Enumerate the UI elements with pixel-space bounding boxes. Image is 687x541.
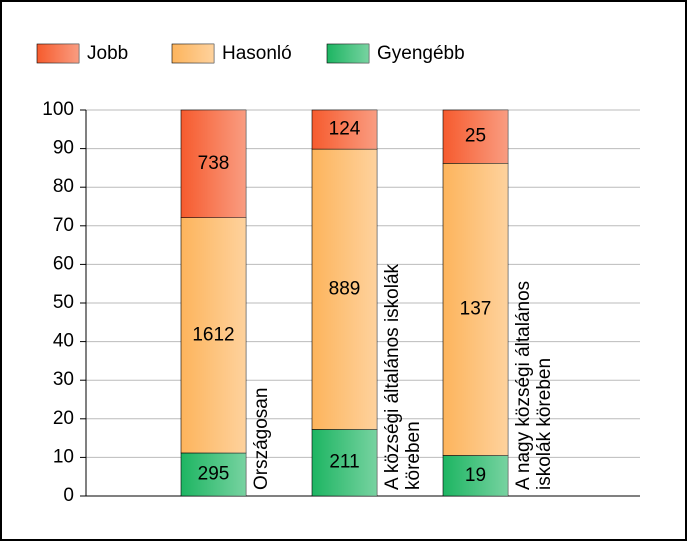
x-tick-label: Országosan [251, 388, 272, 490]
bar-shine [312, 149, 377, 430]
legend-label: Hasonló [222, 43, 292, 64]
bar-shine [181, 217, 246, 453]
data-label: 124 [329, 119, 361, 140]
data-label: 19 [465, 465, 486, 486]
y-tick-label: 90 [53, 138, 74, 159]
legend-swatch-shine [37, 44, 79, 63]
y-tick-label: 0 [63, 485, 74, 506]
legend-label: Gyengébb [377, 43, 465, 64]
y-tick-label: 30 [53, 369, 74, 390]
data-label: 295 [198, 463, 230, 484]
bar-shine [443, 455, 508, 496]
y-tick-label: 10 [53, 446, 74, 467]
bar-shine [181, 452, 246, 496]
bar-shine [181, 110, 246, 218]
y-tick-label: 20 [53, 408, 74, 429]
legend-label: Jobb [87, 43, 128, 64]
x-tick-label: A nagy községi általánosiskolák köreben [513, 281, 555, 490]
y-tick-label: 60 [53, 253, 74, 274]
bar-shine [443, 163, 508, 456]
y-tick-label: 70 [53, 215, 74, 236]
x-tick-label: A községi általános iskolákköreben [382, 263, 424, 490]
data-label: 211 [329, 452, 359, 473]
y-tick-label: 40 [53, 331, 74, 352]
data-label: 1612 [192, 324, 234, 345]
legend-swatch-shine [327, 44, 369, 63]
bar-shine [443, 110, 508, 164]
bar-shine [312, 110, 377, 150]
bar-shine [312, 429, 377, 496]
data-label: 25 [465, 126, 486, 147]
data-label: 889 [329, 278, 361, 299]
y-tick-label: 100 [42, 99, 74, 120]
data-label: 137 [460, 298, 492, 319]
y-tick-label: 80 [53, 176, 74, 197]
data-label: 738 [198, 153, 230, 174]
legend-swatch-shine [172, 44, 214, 63]
y-tick-label: 50 [53, 292, 74, 313]
